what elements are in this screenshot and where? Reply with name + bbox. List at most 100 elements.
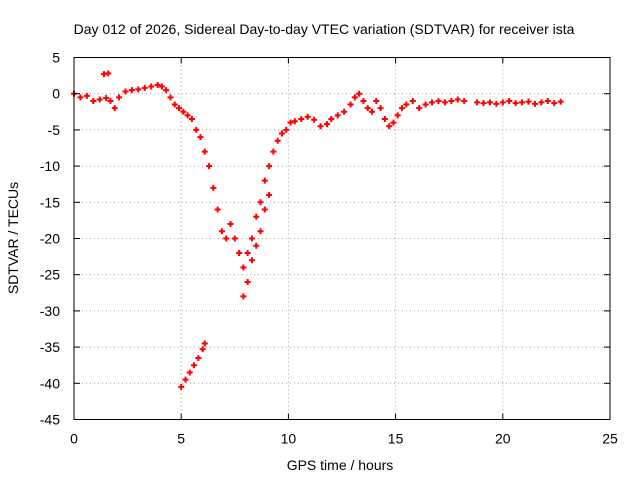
data-point xyxy=(197,134,204,141)
data-point xyxy=(317,123,324,130)
data-point xyxy=(323,121,330,128)
y-tick-label: -45 xyxy=(40,412,60,428)
data-point xyxy=(390,119,397,126)
x-tick-label: 25 xyxy=(602,431,618,447)
data-point xyxy=(103,95,110,102)
data-point xyxy=(231,235,238,242)
data-point xyxy=(448,97,455,104)
data-point xyxy=(311,116,318,123)
data-point xyxy=(266,192,273,199)
data-point xyxy=(416,105,423,112)
data-point xyxy=(351,94,358,101)
y-tick-label: 0 xyxy=(52,86,60,102)
x-axis-ticks: 0 5 10 15 20 25 xyxy=(70,57,618,447)
data-point xyxy=(178,383,185,390)
data-point xyxy=(244,249,251,256)
data-point xyxy=(253,242,260,249)
data-point xyxy=(77,94,84,101)
y-tick-label: -25 xyxy=(40,267,60,283)
data-point xyxy=(409,97,416,104)
data-point xyxy=(454,96,461,103)
data-point xyxy=(188,116,195,123)
data-point xyxy=(257,199,264,206)
data-point xyxy=(180,108,187,115)
x-tick-label: 0 xyxy=(70,431,78,447)
data-point xyxy=(214,206,221,213)
data-point xyxy=(512,100,519,107)
data-point xyxy=(163,87,170,94)
data-point xyxy=(538,99,545,106)
data-point xyxy=(227,221,234,228)
data-point xyxy=(493,100,500,107)
y-tick-label: -20 xyxy=(40,231,60,247)
y-tick-label: -10 xyxy=(40,158,60,174)
data-point xyxy=(270,148,277,155)
x-tick-label: 15 xyxy=(388,431,404,447)
x-tick-label: 5 xyxy=(177,431,185,447)
data-point xyxy=(557,98,564,105)
y-tick-label: -5 xyxy=(48,122,61,138)
grid xyxy=(74,57,610,420)
data-point xyxy=(399,105,406,112)
data-point xyxy=(531,100,538,107)
data-point xyxy=(244,278,251,285)
data-point xyxy=(182,376,189,383)
data-point xyxy=(474,99,481,106)
data-point xyxy=(167,94,174,101)
data-point xyxy=(184,112,191,119)
data-point xyxy=(191,362,198,369)
data-point xyxy=(83,92,90,99)
data-point xyxy=(486,99,493,106)
data-point xyxy=(236,249,243,256)
data-point xyxy=(435,97,442,104)
data-point xyxy=(429,99,436,106)
data-point xyxy=(116,94,123,101)
y-tick-label: -40 xyxy=(40,375,60,391)
data-point xyxy=(154,82,161,89)
data-point xyxy=(96,96,103,103)
data-point xyxy=(551,100,558,107)
data-point xyxy=(278,130,285,137)
x-tick-label: 20 xyxy=(495,431,511,447)
data-point xyxy=(107,97,114,104)
data-point xyxy=(364,105,371,112)
data-point xyxy=(356,90,363,97)
data-point xyxy=(441,99,448,106)
data-point xyxy=(298,116,305,123)
data-point xyxy=(291,118,298,125)
data-point xyxy=(193,126,200,133)
data-point xyxy=(248,257,255,264)
data-point xyxy=(218,228,225,235)
data-point xyxy=(257,228,264,235)
data-point xyxy=(186,369,193,376)
y-axis-ticks: 5 0 -5 -10 -15 -20 -25 -30 -35 -40 -45 xyxy=(40,50,610,428)
data-point xyxy=(223,235,230,242)
data-point xyxy=(122,88,129,95)
data-point xyxy=(381,116,388,123)
data-point xyxy=(195,354,202,361)
data-point xyxy=(248,235,255,242)
data-point xyxy=(210,184,217,191)
data-point xyxy=(304,113,311,120)
data-point xyxy=(328,116,335,123)
data-point xyxy=(141,84,148,91)
data-point xyxy=(240,264,247,271)
data-point xyxy=(377,105,384,112)
chart-title: Day 012 of 2026, Sidereal Day-to-day VTE… xyxy=(74,21,575,37)
data-point xyxy=(360,97,367,104)
data-point xyxy=(171,101,178,108)
data-point xyxy=(461,97,468,104)
data-point xyxy=(253,213,260,220)
x-axis-label: GPS time / hours xyxy=(287,457,394,473)
x-tick-label: 10 xyxy=(281,431,297,447)
data-point xyxy=(283,126,290,133)
data-point xyxy=(261,177,268,184)
data-point xyxy=(240,293,247,300)
data-point xyxy=(287,119,294,126)
data-point xyxy=(274,137,281,144)
data-point xyxy=(394,112,401,119)
plot-points xyxy=(71,70,564,390)
data-point xyxy=(206,163,213,170)
